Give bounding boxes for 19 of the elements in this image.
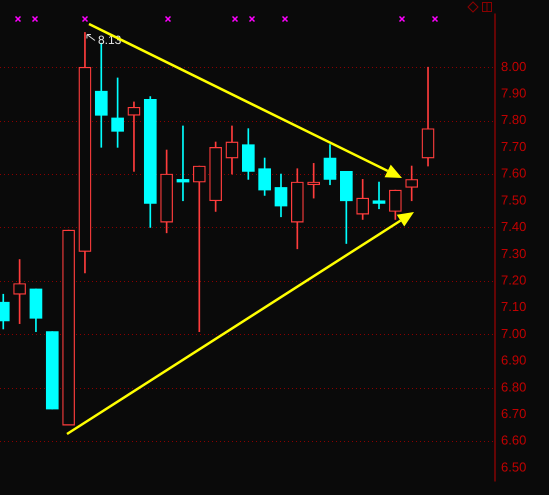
y-tick-label: 7.10 — [501, 299, 526, 314]
y-tick-label: 6.60 — [501, 432, 526, 448]
candlestick — [372, 182, 386, 210]
y-tick-label: 7.50 — [501, 192, 526, 208]
y-tick-label: 7.70 — [501, 138, 526, 154]
y-tick-label: 6.50 — [501, 459, 526, 474]
y-tick-label: 7.60 — [501, 166, 526, 181]
candlestick — [176, 126, 190, 202]
y-tick-label: 7.80 — [501, 112, 526, 128]
y-tick-label: 6.70 — [501, 406, 526, 422]
y-tick-label: 7.20 — [501, 272, 526, 288]
y-tick-label: 7.00 — [501, 326, 526, 341]
candlestick — [128, 102, 140, 172]
y-tick-label: 7.30 — [501, 246, 526, 261]
y-tick-label: 6.90 — [501, 352, 526, 368]
y-tick-label: 7.40 — [501, 219, 526, 234]
y-tick-label: 6.80 — [501, 379, 526, 394]
y-tick-label: 7.90 — [501, 86, 526, 101]
y-tick-label: 8.00 — [501, 58, 526, 74]
